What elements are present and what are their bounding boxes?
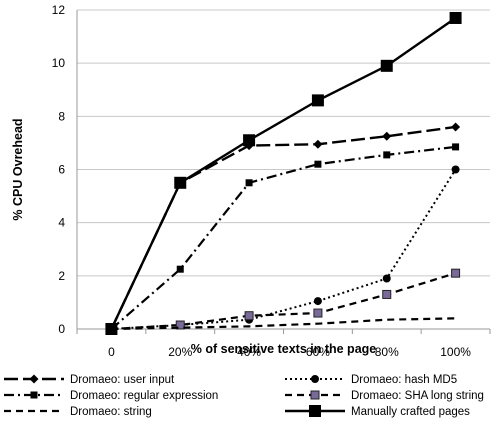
data-point [29,374,39,384]
data-point [380,59,393,72]
data-point [311,375,319,383]
y-tick-label: 6 [58,163,65,177]
series-dromaeo-regular-expression [107,143,460,333]
tick-labels: 0 2 4 6 8 10 12 0 20% 40% 60% 80% 100% [52,3,472,359]
data-point [383,151,391,159]
legend-label: Manually crafted pages [351,406,470,418]
data-point [174,176,187,189]
legend: Dromaeo: user input Dromaeo: regular expr… [4,374,484,418]
series-dromaeo-string [111,317,456,331]
data-point [245,179,253,187]
data-point [313,139,323,149]
data-point [243,134,256,147]
x-tick-label: 100% [440,345,471,359]
data-point [451,165,460,174]
series-manually-crafted-pages [105,11,462,335]
legend-item: Dromaeo: string [4,406,152,418]
legend-label: Dromaeo: user input [70,374,175,386]
data-point [176,265,184,273]
y-tick-label: 2 [58,269,65,283]
series-line [111,168,457,330]
data-point [105,323,118,335]
legend-label: Dromaeo: regular expression [70,390,218,402]
legend-item: Dromaeo: regular expression [4,390,218,402]
x-tick-label: 40% [237,345,261,359]
x-tick-label: 20% [168,345,192,359]
data-point [382,274,391,283]
y-tick-label: 10 [52,56,66,70]
data-point [311,94,324,107]
data-point [30,391,38,399]
x-axis-title: % of sensitive texts in the page [191,342,377,356]
series-line [110,125,456,330]
y-tick-label: 0 [58,322,65,336]
legend-item: Dromaeo: SHA long string [285,390,484,402]
series-line [110,145,456,330]
data-point [382,131,392,141]
data-point [452,143,460,151]
data-point [451,122,461,132]
series-line [111,317,456,331]
gridlines [77,9,490,277]
legend-item: Dromaeo: hash MD5 [285,374,457,386]
data-point [175,320,185,330]
axes [76,10,491,334]
data-point [451,268,461,278]
data-point [309,405,321,417]
y-axis-title: % CPU Ovrehead [11,118,25,220]
data-point [244,311,254,321]
y-tick-label: 8 [58,109,65,123]
legend-item: Manually crafted pages [285,405,470,418]
data-point [449,11,462,24]
legend-label: Dromaeo: hash MD5 [351,374,457,386]
legend-label: Dromaeo: SHA long string [351,390,484,402]
series-lines [105,11,462,335]
x-tick-label: 60% [306,345,330,359]
y-tick-label: 4 [58,216,65,230]
data-point [382,289,392,299]
legend-label: Dromaeo: string [70,406,152,418]
data-point [313,308,323,318]
series-line [111,272,456,331]
data-point [314,160,322,168]
series-dromaeo-sha-long-string [106,268,461,334]
legend-item: Dromaeo: user input [4,374,175,386]
series-line [110,16,457,330]
data-point [310,390,320,400]
y-tick-label: 12 [52,3,66,17]
x-tick-label: 80% [375,345,399,359]
data-point [313,297,322,306]
x-tick-label: 0 [108,345,115,359]
series-dromaeo-hash-md5 [107,165,460,333]
